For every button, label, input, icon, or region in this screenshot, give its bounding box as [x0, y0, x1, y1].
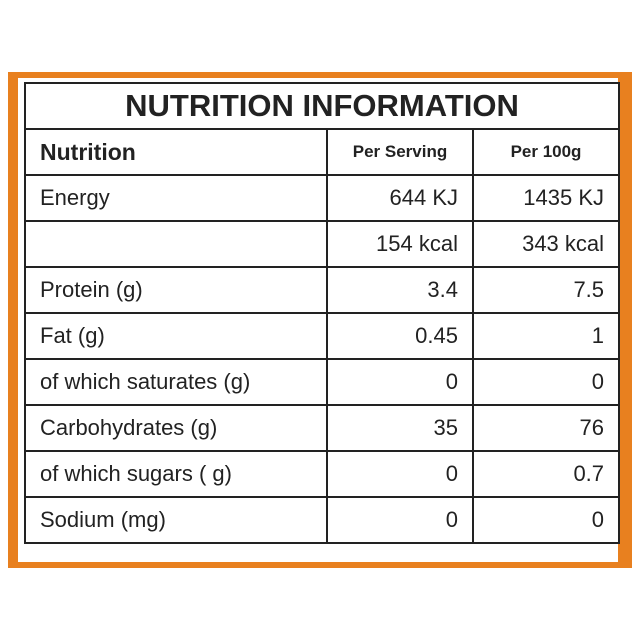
nutrition-table: NUTRITION INFORMATION Nutrition Per Servi… [23, 82, 621, 544]
nutrient-name: Sodium (mg) [24, 496, 328, 544]
nutrient-value: 35 [326, 404, 474, 452]
nutrient-name: Fat (g) [24, 312, 328, 360]
nutrient-row: of which sugars ( g) 0 0.7 [24, 450, 621, 498]
column-header: Per Serving [326, 128, 474, 176]
nutrient-name: Carbohydrates (g) [24, 404, 328, 452]
nutrient-value: 1435 KJ [471, 174, 621, 222]
nutrient-value: 76 [471, 404, 621, 452]
column-header: Nutrition [24, 128, 328, 176]
nutrient-row: Carbohydrates (g) 35 76 [24, 404, 621, 452]
nutrient-row: Energy 644 KJ 1435 KJ [24, 174, 621, 222]
nutrient-value: 644 KJ [326, 174, 474, 222]
title: NUTRITION INFORMATION [23, 82, 621, 130]
nutrient-value: 0 [471, 358, 621, 406]
nutrient-name: of which sugars ( g) [24, 450, 328, 498]
column-header: Per 100g [471, 128, 621, 176]
nutrient-value: 1 [471, 312, 621, 360]
nutrient-value: 343 kcal [471, 220, 621, 268]
nutrient-row: 154 kcal 343 kcal [24, 220, 621, 268]
nutrient-name: of which saturates (g) [24, 358, 328, 406]
nutrient-row: Fat (g) 0.45 1 [24, 312, 621, 360]
title-row: NUTRITION INFORMATION [23, 82, 621, 130]
nutrient-value: 0 [326, 496, 474, 544]
nutrient-name [24, 220, 328, 268]
nutrient-value: 0 [326, 358, 474, 406]
nutrient-row: Sodium (mg) 0 0 [24, 496, 621, 544]
nutrient-value: 0.7 [471, 450, 621, 498]
nutrient-value: 154 kcal [326, 220, 474, 268]
nutrient-row: Protein (g) 3.4 7.5 [24, 266, 621, 314]
label-frame: NUTRITION INFORMATION Nutrition Per Servi… [8, 72, 632, 568]
label-panel: NUTRITION INFORMATION Nutrition Per Servi… [18, 78, 621, 562]
nutrient-name: Energy [24, 174, 328, 222]
nutrient-value: 7.5 [471, 266, 621, 314]
nutrient-value: 0 [471, 496, 621, 544]
nutrient-value: 0 [326, 450, 474, 498]
nutrient-name: Protein (g) [24, 266, 328, 314]
header-row: Nutrition Per Serving Per 100g [24, 128, 621, 176]
nutrient-row: of which saturates (g) 0 0 [24, 358, 621, 406]
nutrient-value: 3.4 [326, 266, 474, 314]
nutrient-value: 0.45 [326, 312, 474, 360]
